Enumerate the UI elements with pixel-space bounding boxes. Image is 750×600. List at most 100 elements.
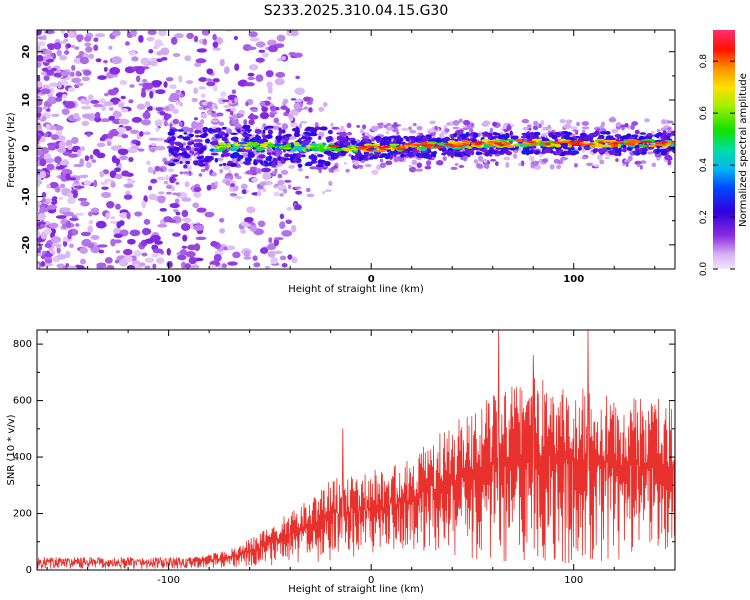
heatmap-cell	[152, 248, 164, 254]
heatmap-cell	[273, 238, 280, 247]
heatmap-cell	[113, 233, 123, 238]
heatmap-cell	[267, 96, 272, 100]
heatmap-cell	[169, 147, 175, 151]
heatmap-cell	[214, 180, 219, 187]
heatmap-cell	[206, 184, 212, 191]
heatmap-cell	[117, 144, 123, 148]
heatmap-cell	[408, 126, 413, 131]
heatmap-cell	[281, 263, 288, 268]
heatmap-cell	[667, 120, 674, 124]
heatmap-cell	[520, 160, 525, 167]
heatmap-cell	[55, 215, 67, 219]
heatmap-cell	[116, 127, 127, 133]
heatmap-cell	[338, 128, 346, 133]
heatmap-cell	[105, 212, 110, 220]
heatmap-cell	[481, 149, 490, 153]
heatmap-cell	[370, 156, 374, 160]
heatmap-cell	[218, 121, 225, 126]
heatmap-cell	[46, 58, 54, 63]
heatmap-cell	[71, 228, 77, 235]
heatmap-cell	[229, 110, 234, 116]
heatmap-cell	[179, 160, 183, 165]
heatmap-cell	[401, 127, 409, 132]
heatmap-cell	[57, 81, 62, 89]
heatmap-cell	[371, 169, 379, 175]
heatmap-cell	[542, 126, 547, 131]
heatmap-cell	[476, 163, 483, 169]
heatmap-cell	[481, 122, 490, 127]
heatmap-cell	[119, 155, 128, 161]
heatmap-cell	[614, 148, 622, 153]
heatmap-cell	[283, 135, 290, 142]
heatmap-cell	[251, 177, 259, 183]
heatmap-cell	[67, 232, 72, 240]
heatmap-cell	[141, 200, 147, 209]
heatmap-cell	[87, 225, 94, 234]
heatmap-cell	[237, 142, 248, 145]
heatmap-cell	[58, 196, 64, 200]
heatmap-cell	[514, 138, 523, 143]
heatmap-cell	[310, 128, 318, 133]
heatmap-cell	[46, 204, 58, 210]
heatmap-cell	[259, 111, 270, 120]
heatmap-cell	[589, 145, 594, 149]
heatmap-cell	[634, 160, 642, 165]
heatmap-cell	[80, 146, 86, 152]
heatmap-cell	[115, 250, 121, 254]
snr-ytick-label: 800	[13, 339, 32, 350]
heatmap-cell	[354, 160, 359, 167]
heatmap-cell	[200, 93, 206, 99]
heatmap-cell	[108, 115, 115, 121]
heatmap-cell	[254, 129, 262, 134]
heatmap-cell	[111, 30, 121, 37]
heatmap-cell	[181, 209, 189, 218]
heatmap-cell	[483, 158, 488, 164]
heatmap-cell	[150, 178, 158, 184]
heatmap-cell	[339, 131, 347, 137]
heatmap-cell	[324, 161, 331, 167]
heatmap-cell	[179, 171, 184, 175]
heatmap-cell	[185, 160, 191, 165]
heatmap-cell	[59, 160, 70, 166]
heatmap-cell	[37, 121, 42, 130]
heatmap-cell	[52, 196, 58, 200]
heatmap-cell	[599, 159, 605, 165]
heatmap-cell	[281, 123, 289, 130]
snr-panel: -100 0 100 0 200 400 600 800 Height of straight…	[6, 329, 676, 595]
heatmap-cell	[287, 184, 292, 190]
heatmap-cell	[61, 108, 70, 115]
heatmap-cell	[502, 148, 509, 154]
heatmap-cell	[227, 261, 238, 266]
heatmap-cell	[432, 153, 437, 158]
heatmap-cell	[172, 178, 177, 182]
figure-title: S233.2025.310.04.15.G30	[264, 3, 449, 19]
heatmap-cell	[129, 129, 140, 134]
heatmap-cell	[447, 140, 456, 144]
colorbar-label: Normalized spectral amplitude	[738, 73, 749, 227]
heatmap-cell	[155, 89, 166, 95]
heatmap-cell	[244, 82, 255, 87]
heatmap-cell	[282, 157, 290, 161]
heatmap-cell	[214, 157, 219, 163]
heatmap-cell	[198, 86, 206, 90]
heatmap-cell	[156, 257, 165, 264]
heatmap-cell	[294, 186, 302, 190]
heatmap-cell	[43, 228, 52, 235]
heatmap-cell	[528, 155, 535, 162]
heatmap-cell	[647, 144, 657, 148]
heatmap-cell	[424, 143, 435, 147]
heatmap-cell	[85, 161, 92, 169]
heatmap-cell	[40, 261, 46, 267]
heatmap-cell	[169, 202, 180, 209]
heatmap-cell	[304, 106, 308, 110]
heatmap-cell	[435, 160, 444, 166]
heatmap-cell	[374, 135, 382, 141]
heatmap-cell	[97, 75, 107, 81]
heatmap-cell	[528, 127, 532, 131]
heatmap-cell	[188, 133, 195, 137]
heatmap-cell	[39, 170, 47, 179]
colorbar-tick-label: 0.8	[699, 54, 709, 69]
heatmap-marks	[37, 30, 675, 269]
heatmap-cell	[538, 154, 543, 157]
